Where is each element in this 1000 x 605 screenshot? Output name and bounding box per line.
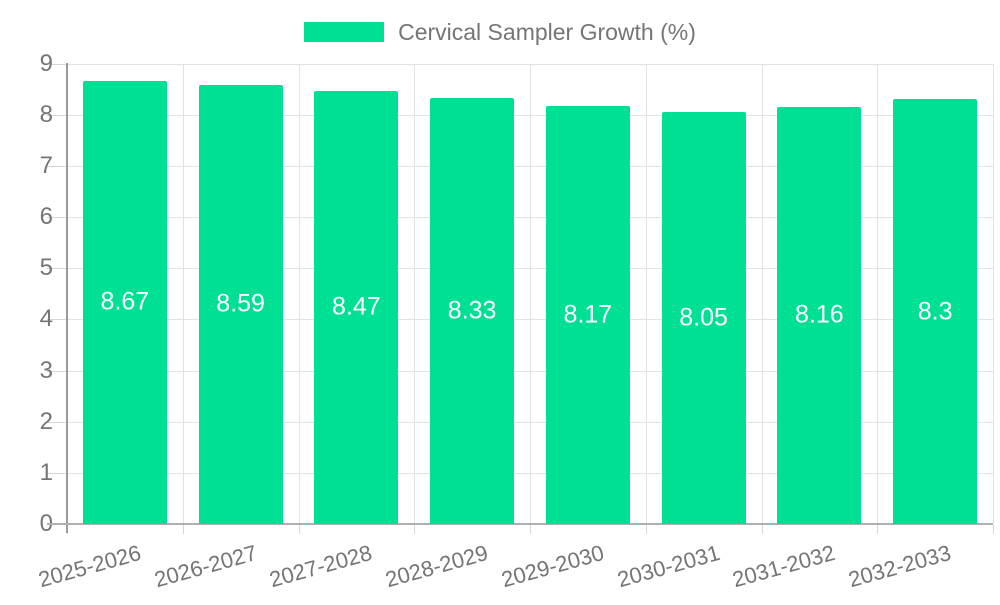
- x-gridline: [414, 63, 416, 524]
- x-axis-tick: [530, 525, 531, 534]
- x-axis-tick: [877, 525, 879, 534]
- y-axis-tick: [47, 63, 67, 65]
- x-axis-tick: [761, 525, 763, 534]
- x-gridline: [530, 63, 531, 524]
- x-axis-line: [47, 523, 993, 525]
- bar-value-label: 8.17: [563, 300, 613, 329]
- x-axis-tick: [298, 525, 300, 534]
- bar[interactable]: [661, 112, 746, 524]
- y-axis-tick: [47, 370, 67, 372]
- y-axis-tick-label: 0: [39, 510, 53, 537]
- y-axis-tick-label: 3: [39, 356, 53, 384]
- x-axis-tick: [414, 525, 416, 534]
- x-gridline: [761, 63, 763, 524]
- bar-value-label: 8.33: [447, 296, 497, 325]
- legend-swatch: [304, 22, 385, 42]
- legend-label: Cervical Sampler Growth (%): [398, 18, 696, 45]
- bar[interactable]: [198, 84, 283, 524]
- y-axis-tick-label: 6: [39, 203, 53, 231]
- bar-value-label: 8.47: [332, 292, 381, 321]
- x-gridline: [993, 63, 994, 524]
- bar[interactable]: [82, 80, 167, 524]
- y-axis-tick-label: 2: [39, 407, 53, 435]
- bar-value-label: 8.59: [216, 289, 265, 318]
- bar-value-label: 8.16: [795, 300, 844, 329]
- y-axis-tick: [47, 421, 67, 423]
- y-axis-tick-label: 9: [39, 49, 53, 77]
- y-axis-tick: [47, 114, 67, 116]
- chart-legend[interactable]: Cervical Sampler Growth (%): [0, 14, 1000, 50]
- y-axis-tick-label: 1: [39, 458, 53, 486]
- y-axis-tick-label: 8: [39, 100, 53, 128]
- bar-value-label: 8.05: [679, 303, 728, 332]
- y-axis-tick: [47, 319, 67, 321]
- bar-value-label: 8.3: [917, 297, 953, 326]
- y-axis-tick: [47, 472, 67, 474]
- bar[interactable]: [545, 106, 630, 524]
- bar-value-label: 8.67: [100, 287, 150, 316]
- x-gridline: [182, 63, 184, 524]
- y-axis-tick: [47, 217, 67, 219]
- bar[interactable]: [314, 90, 399, 524]
- x-axis-tick: [645, 525, 647, 534]
- y-axis-tick: [47, 268, 67, 270]
- y-axis-tick-label: 7: [39, 151, 53, 179]
- y-axis-line: [66, 62, 68, 533]
- y-axis-tick: [47, 165, 67, 167]
- x-gridline: [645, 63, 647, 524]
- x-axis-tick: [993, 525, 994, 534]
- bar[interactable]: [777, 106, 862, 524]
- bar[interactable]: [893, 99, 978, 524]
- x-axis-tick: [182, 525, 184, 534]
- x-gridline: [877, 63, 879, 524]
- y-axis-tick-label: 5: [39, 254, 53, 282]
- y-axis-tick-label: 4: [39, 305, 53, 333]
- bar[interactable]: [430, 97, 515, 524]
- x-gridline: [298, 63, 300, 524]
